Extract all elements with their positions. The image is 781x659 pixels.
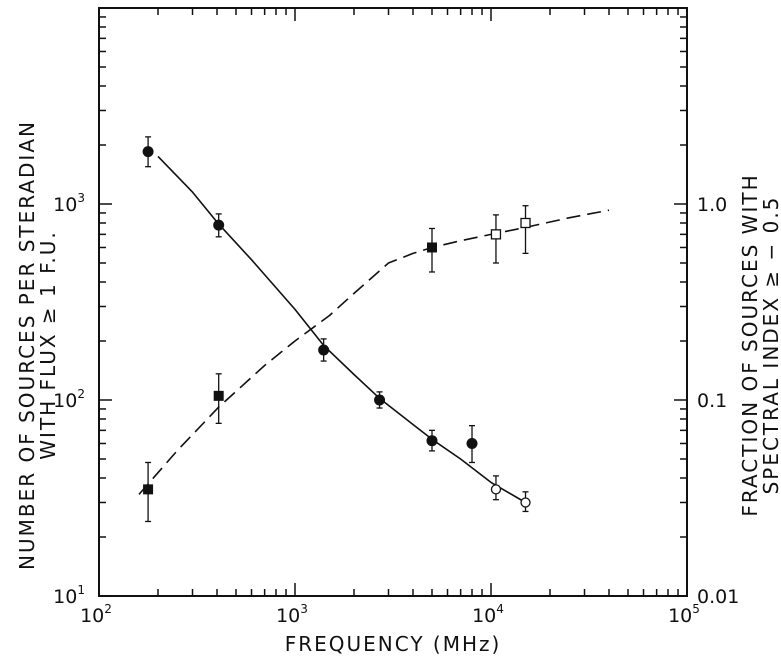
y-right-tick-label: 1.0 bbox=[697, 194, 727, 216]
open-square-point bbox=[490, 229, 502, 240]
y-left-tick-label: 101 bbox=[53, 583, 85, 608]
x-tick-label: 104 bbox=[472, 602, 504, 627]
filled-circle-point bbox=[318, 344, 330, 356]
right-y-title-line-2: SPECTRAL INDEX ≥ − 0.5 bbox=[759, 196, 781, 495]
filled-circle-point bbox=[142, 146, 154, 158]
fit-curves bbox=[138, 155, 610, 504]
filled-square-point bbox=[213, 390, 224, 401]
y-left-tick-label: 103 bbox=[53, 191, 85, 216]
open-square-point bbox=[520, 217, 531, 229]
solid-fit-curve bbox=[157, 155, 526, 504]
x-tick-label: 105 bbox=[668, 602, 700, 627]
filled-circle-point bbox=[213, 219, 225, 231]
dashed-fit-curve bbox=[138, 209, 610, 495]
x-tick-label: 103 bbox=[276, 602, 308, 627]
left-y-title-line-2: WITH FLUX ≥ 1 F.U. bbox=[36, 230, 60, 459]
right-y-axis-title: FRACTION OF SOURCES WITH SPECTRAL INDEX … bbox=[738, 173, 781, 516]
y-right-tick-label: 0.1 bbox=[697, 390, 727, 412]
filled-circle-point bbox=[374, 394, 386, 406]
y-left-tick-label: 102 bbox=[53, 387, 85, 412]
x-tick-label: 102 bbox=[80, 602, 112, 627]
x-axis-title: FREQUENCY (MHz) bbox=[285, 632, 502, 656]
filled-circle-point bbox=[466, 437, 478, 449]
plot-frame bbox=[98, 7, 688, 597]
axis-ticks bbox=[98, 8, 687, 597]
right-y-title-line-1: FRACTION OF SOURCES WITH bbox=[738, 173, 762, 516]
filled-square-point bbox=[426, 242, 437, 253]
left-y-axis-title: NUMBER OF SOURCES PER STERADIAN WITH FLU… bbox=[15, 120, 60, 570]
y-right-tick-label: 0.01 bbox=[697, 586, 739, 608]
filled-square-point bbox=[143, 484, 154, 495]
data-points bbox=[142, 136, 531, 523]
left-y-title-line-1: NUMBER OF SOURCES PER STERADIAN bbox=[15, 120, 39, 570]
open-circle-point bbox=[520, 497, 531, 508]
open-circle-point bbox=[490, 484, 502, 495]
filled-circle-point bbox=[426, 435, 438, 447]
